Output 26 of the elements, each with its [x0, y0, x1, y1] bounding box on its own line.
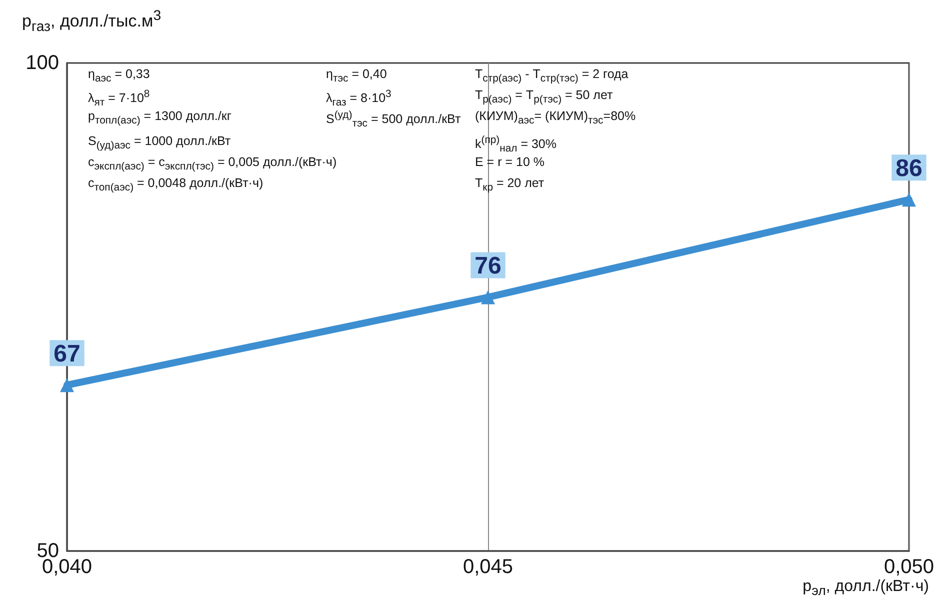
annotation: T$_{р(аэс)}$ = T$_{р(тэс)}$ = 50 лет [475, 87, 613, 108]
point [480, 290, 495, 304]
x-axis-title: p$_{эл}$, долл./(кВт·ч) [802, 578, 929, 598]
y-tick-label: 100 [26, 52, 59, 74]
annotation: p$_{топл(аэс)}$ = 1300 долл./кг [88, 108, 232, 128]
annotation: (КИУМ)$_{аэс}$= (КИУМ)$_{тэс}$=80% [475, 108, 636, 128]
annotation: k$^{(пр)}$$_{нал}$ = 30% [475, 135, 556, 155]
point [902, 192, 916, 207]
annotation: T$_{стр(аэс)}$ - T$_{стр(тэс)}$ = 2 года [475, 66, 628, 86]
data-label: 67 [54, 340, 80, 368]
x-tick-label: 0,050 [884, 556, 934, 578]
annotation: c$_{экспл(аэс)}$ = c$_{экспл(тэс)}$ = 0,005 долл./(кВт·ч) [88, 154, 337, 174]
data-label: 86 [896, 155, 922, 182]
data-label: 76 [474, 252, 502, 280]
annotation: η$_{тэс}$ = 0,40 [326, 66, 387, 86]
annotation: λ$_{ят}$ = 7·10$^{8}$ [88, 89, 150, 109]
annotation: λ$_{газ}$ = 8·10$^{3}$ [326, 88, 392, 110]
annotation: T$_{кр}$ = 20 лет [475, 175, 544, 196]
annotation: c$_{топ(аэс)}$ = 0,0048 долл./(кВт·ч) [88, 175, 264, 196]
y-axis-title: p$_{газ}$, долл./тыс.м$^{3}$ [22, 8, 162, 36]
annotation: E = r = 10 % [475, 154, 544, 170]
x-tick-label: 0,045 [462, 556, 514, 578]
annotation: η$_{аэс}$ = 0,33 [88, 66, 150, 86]
annotation: S$^{(уд)}$$_{тэс}$ = 500 долл./кВт [326, 109, 461, 132]
point [60, 378, 74, 392]
annotation: S$_{(уд)аэс}$ = 1000 долл./кВт [88, 133, 231, 154]
